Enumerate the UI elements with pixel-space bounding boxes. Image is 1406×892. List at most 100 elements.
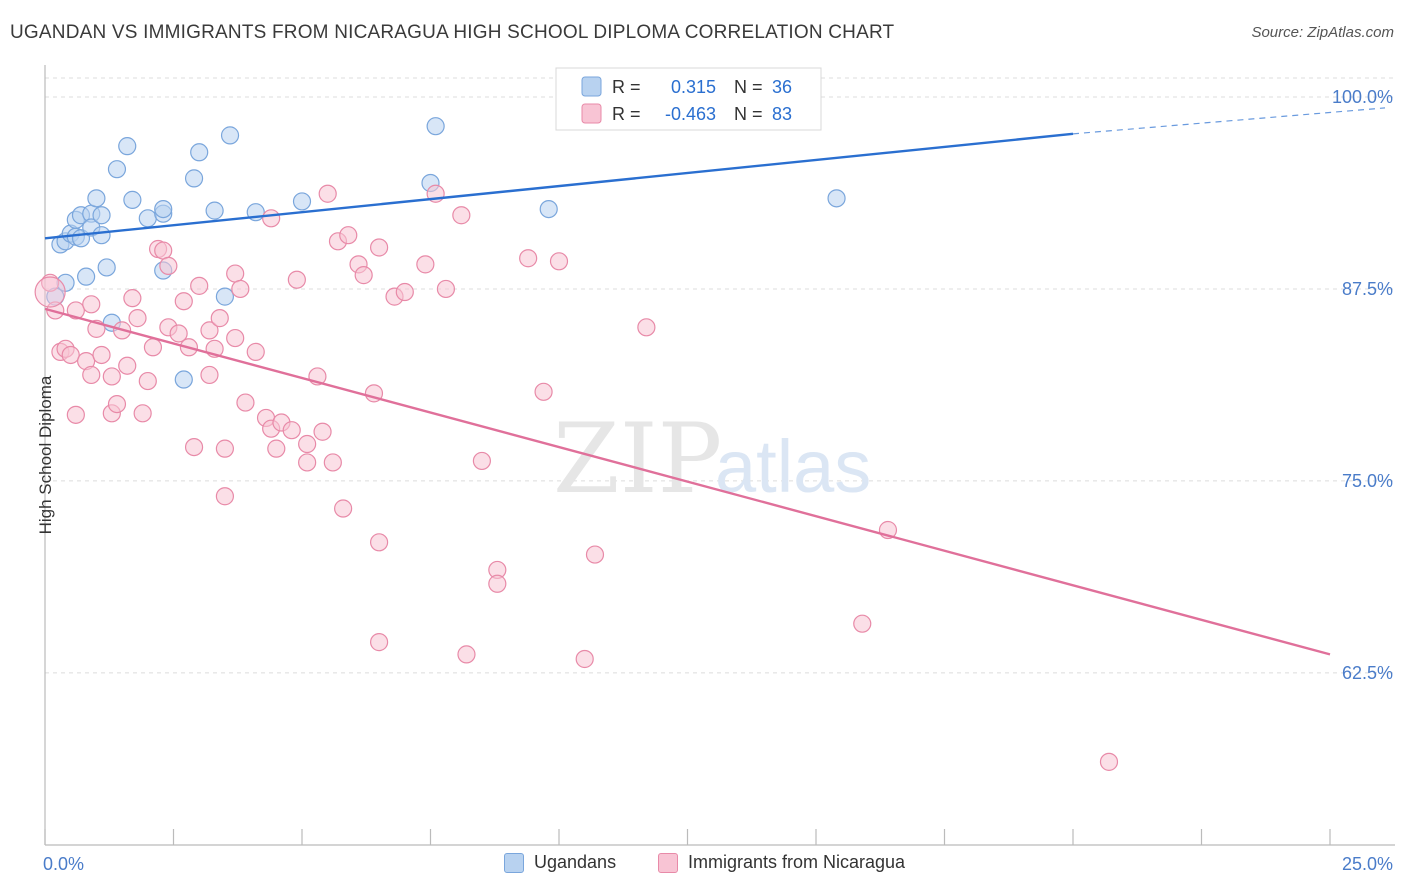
stats-n-value-2: 83: [772, 104, 792, 124]
point-nicaragua: [370, 533, 389, 552]
axis-layer: [44, 65, 1395, 846]
point-nicaragua: [549, 252, 569, 271]
point-ugandans: [138, 209, 157, 228]
legend-swatch-nicaragua: [658, 852, 678, 873]
point-nicaragua: [184, 437, 204, 457]
stats-n-label-1: N =: [734, 77, 763, 97]
point-nicaragua: [41, 273, 60, 292]
point-nicaragua: [236, 393, 255, 412]
point-nicaragua: [287, 270, 306, 289]
point-ugandans: [539, 199, 558, 219]
legend-swatch-ugandans: [504, 852, 524, 873]
point-ugandans: [190, 143, 209, 162]
point-nicaragua: [159, 256, 178, 276]
point-nicaragua: [123, 289, 142, 308]
point-nicaragua: [128, 309, 147, 328]
stats-r-label-1: R =: [612, 77, 641, 97]
point-nicaragua: [82, 295, 101, 314]
point-nicaragua: [82, 365, 101, 385]
point-nicaragua: [575, 649, 594, 669]
trend-line-nicaragua: [44, 307, 1331, 656]
point-nicaragua: [66, 301, 85, 320]
y-tick-label: 87.5%: [1342, 279, 1393, 299]
point-nicaragua: [66, 405, 85, 424]
point-nicaragua: [200, 365, 219, 385]
point-nicaragua: [190, 276, 209, 295]
y-tick-label: 62.5%: [1342, 663, 1393, 683]
point-nicaragua: [853, 614, 872, 633]
point-nicaragua: [457, 645, 476, 664]
trend-layer: [44, 107, 1386, 656]
point-ugandans: [92, 206, 111, 225]
tick-labels: 62.5% 75.0% 87.5% 100.0% 0.0% 25.0%: [43, 87, 1393, 874]
point-ugandans: [215, 287, 234, 306]
stats-legend: R = 0.315 N = 36 R = -0.463 N = 83: [555, 67, 822, 131]
point-nicaragua: [231, 279, 250, 299]
point-ugandans: [97, 258, 116, 277]
point-ugandans: [87, 189, 106, 208]
x-tick-label: 0.0%: [43, 854, 84, 874]
stats-r-value-1: 0.315: [671, 77, 716, 97]
point-nicaragua: [488, 574, 507, 593]
trend-line-ugandans-extension: [1072, 107, 1386, 135]
point-nicaragua: [298, 434, 317, 454]
stats-legend-swatch-blue: [581, 76, 602, 97]
point-nicaragua: [318, 184, 337, 203]
point-nicaragua: [416, 255, 435, 274]
grid-layer: [45, 77, 1395, 674]
point-nicaragua: [107, 395, 127, 414]
point-nicaragua: [154, 241, 173, 260]
point-nicaragua: [226, 328, 245, 348]
point-ugandans: [123, 190, 142, 209]
point-nicaragua: [133, 404, 152, 423]
point-nicaragua: [585, 545, 605, 564]
stats-n-value-1: 36: [772, 77, 792, 97]
legend-item-ugandans: Ugandans: [504, 852, 616, 873]
point-nicaragua: [436, 279, 456, 299]
point-nicaragua: [102, 367, 121, 386]
point-ugandans: [174, 370, 193, 389]
point-nicaragua: [534, 382, 553, 401]
point-nicaragua: [313, 422, 332, 441]
points-layer: [34, 117, 1119, 771]
y-axis-label: High School Diploma: [36, 375, 55, 535]
watermark: ZIP atlas: [553, 403, 871, 515]
stats-r-value-2: -0.463: [665, 104, 716, 124]
point-nicaragua: [61, 345, 80, 365]
y-tick-label: 100.0%: [1332, 87, 1393, 107]
point-nicaragua: [169, 324, 188, 343]
point-nicaragua: [282, 421, 301, 440]
legend-label-ugandans: Ugandans: [534, 852, 617, 872]
point-nicaragua: [334, 499, 353, 518]
point-nicaragua: [210, 309, 229, 328]
point-ugandans: [220, 126, 240, 145]
point-nicaragua: [226, 264, 245, 283]
point-ugandans: [92, 226, 111, 245]
stats-r-label-2: R =: [612, 104, 641, 124]
point-nicaragua: [637, 318, 656, 337]
point-nicaragua: [395, 282, 414, 302]
point-nicaragua: [118, 356, 137, 375]
point-nicaragua: [174, 292, 193, 311]
y-tick-label: 75.0%: [1342, 471, 1393, 491]
legend-item-nicaragua: Immigrants from Nicaragua: [658, 852, 905, 873]
point-nicaragua: [472, 451, 491, 471]
point-nicaragua: [215, 487, 234, 506]
point-nicaragua: [452, 206, 471, 225]
point-nicaragua: [323, 453, 342, 472]
legend-label-nicaragua: Immigrants from Nicaragua: [688, 852, 906, 872]
point-nicaragua: [1099, 752, 1119, 771]
point-nicaragua: [370, 633, 389, 652]
point-nicaragua: [215, 439, 234, 458]
point-ugandans: [118, 137, 137, 156]
point-ugandans: [205, 201, 224, 220]
point-nicaragua: [92, 345, 111, 365]
point-nicaragua: [200, 321, 219, 340]
stats-n-label-2: N =: [734, 104, 763, 124]
x-tick-label: 25.0%: [1342, 854, 1393, 874]
point-nicaragua: [354, 266, 373, 285]
point-nicaragua: [138, 371, 157, 391]
chart-title: UGANDAN VS IMMIGRANTS FROM NICARAGUA HIG…: [10, 22, 895, 43]
watermark-atlas: atlas: [715, 425, 871, 508]
